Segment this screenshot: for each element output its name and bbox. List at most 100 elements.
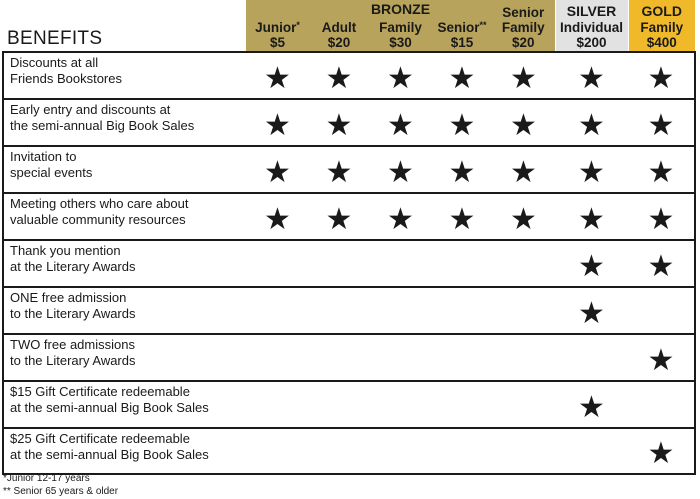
tier-cell — [492, 239, 555, 287]
benefit-line: to the Literary Awards — [10, 353, 136, 368]
tier-senior-family-header: Senior Family $20 — [492, 0, 555, 52]
tier-price: $30 — [389, 35, 412, 50]
benefit-label: Early entry and discounts at the semi-ann… — [2, 98, 246, 146]
tier-name: Adult — [321, 20, 357, 35]
tier-cell — [432, 380, 492, 428]
tier-cell: ★ — [432, 145, 492, 193]
tier-cell — [492, 333, 555, 381]
tier-senior-header: Senior** $15 — [432, 0, 492, 52]
tier-cell — [246, 427, 309, 475]
tier-cell — [246, 239, 309, 287]
tier-cell — [432, 286, 492, 334]
tier-cell — [555, 333, 628, 381]
tier-cell: ★ — [369, 145, 432, 193]
star-icon: ★ — [387, 60, 414, 96]
benefit-line: at the semi-annual Big Book Sales — [10, 400, 209, 415]
star-icon: ★ — [647, 201, 675, 237]
benefit-row: Thank you mention at the Literary Awards ★… — [2, 239, 696, 287]
tier-name: Family — [640, 20, 684, 35]
tier-individual-header: SILVER Individual $200 — [554, 0, 628, 52]
star-icon: ★ — [387, 154, 414, 190]
tier-name: Individual — [559, 20, 623, 35]
footnote-senior: ** Senior 65 years & older — [3, 486, 119, 497]
star-icon: ★ — [647, 107, 675, 143]
star-icon: ★ — [647, 436, 675, 471]
star-icon: ★ — [325, 201, 353, 237]
benefit-row: Invitation to special events ★ ★ ★ ★ ★ ★ ★ — [2, 145, 696, 193]
tier-cell: ★ — [369, 98, 432, 146]
benefit-row: Early entry and discounts at the semi-ann… — [2, 98, 696, 146]
tier-cell: ★ — [309, 192, 369, 240]
tier-cell: ★ — [555, 286, 628, 334]
gold-group-label: GOLD — [641, 3, 682, 19]
tier-cell: ★ — [628, 239, 696, 287]
tier-family-header: BRONZE Family $30 — [369, 0, 432, 52]
benefit-label: Discounts at all Friends Bookstores — [2, 51, 246, 99]
tier-cell — [492, 380, 555, 428]
tier-cell: ★ — [432, 98, 492, 146]
star-icon: ★ — [578, 154, 605, 190]
footnote-junior: *Junior 12-17 years — [3, 473, 90, 484]
star-icon: ★ — [264, 60, 291, 96]
tier-cell — [432, 333, 492, 381]
star-icon: ★ — [448, 60, 476, 96]
tier-cell: ★ — [555, 98, 628, 146]
tier-name: Junior* — [255, 20, 300, 35]
tier-cell — [369, 333, 432, 381]
star-icon: ★ — [578, 248, 605, 284]
star-icon: ★ — [448, 154, 476, 190]
star-icon: ★ — [387, 107, 414, 143]
tier-cell: ★ — [628, 333, 696, 381]
tier-gold-family-header: GOLD Family $400 — [627, 0, 695, 52]
tier-cell: ★ — [492, 192, 555, 240]
tier-cell: ★ — [492, 145, 555, 193]
benefit-line: valuable community resources — [10, 212, 186, 227]
tier-cell: ★ — [555, 51, 628, 99]
tier-cell — [432, 427, 492, 475]
bronze-group-label: BRONZE — [370, 1, 431, 17]
tier-cell: ★ — [555, 239, 628, 287]
tier-cell: ★ — [246, 98, 309, 146]
star-icon: ★ — [510, 107, 537, 143]
tier-cell — [309, 286, 369, 334]
tier-cell: ★ — [246, 51, 309, 99]
benefit-line: the semi-annual Big Book Sales — [10, 118, 195, 133]
benefit-label: Thank you mention at the Literary Awards — [2, 239, 246, 287]
benefit-line: Invitation to — [10, 149, 77, 164]
benefit-line: $25 Gift Certificate redeemable — [10, 431, 190, 446]
tier-price: $5 — [269, 35, 286, 50]
star-icon: ★ — [647, 342, 675, 378]
footnotes: *Junior 12-17 years ** Senior 65 years &… — [3, 472, 118, 498]
tier-cell — [246, 333, 309, 381]
tier-name: Senior** — [437, 20, 487, 35]
benefits-heading: BENEFITS — [7, 28, 103, 49]
tier-cell — [369, 427, 432, 475]
tier-price: $20 — [327, 35, 351, 50]
benefit-row: $25 Gift Certificate redeemable at the se… — [2, 427, 696, 475]
benefit-line: at the Literary Awards — [10, 259, 136, 274]
benefit-row: TWO free admissions to the Literary Award… — [2, 333, 696, 381]
tier-cell — [555, 427, 628, 475]
star-icon: ★ — [578, 107, 605, 143]
tier-cell: ★ — [628, 98, 696, 146]
benefit-row: Meeting others who care about valuable co… — [2, 192, 696, 240]
star-icon: ★ — [325, 154, 353, 190]
benefit-line: Thank you mention — [10, 243, 121, 258]
tier-cell: ★ — [492, 98, 555, 146]
benefit-line: $15 Gift Certificate redeemable — [10, 384, 190, 399]
tier-cell — [369, 239, 432, 287]
tier-cell: ★ — [555, 145, 628, 193]
star-icon: ★ — [387, 201, 414, 237]
star-icon: ★ — [510, 154, 537, 190]
tier-cell — [432, 239, 492, 287]
tier-cell — [246, 286, 309, 334]
benefit-line: Friends Bookstores — [10, 71, 122, 86]
tier-cell: ★ — [309, 98, 369, 146]
benefit-label: Meeting others who care about valuable co… — [2, 192, 246, 240]
benefit-rows: Discounts at all Friends Bookstores ★ ★ ★ ★ ★ ★… — [2, 51, 696, 475]
star-icon: ★ — [448, 201, 476, 237]
tier-cell — [369, 380, 432, 428]
benefit-label: TWO free admissions to the Literary Award… — [2, 333, 246, 381]
tier-cell: ★ — [555, 380, 628, 428]
benefit-label: $25 Gift Certificate redeemable at the se… — [2, 427, 246, 475]
